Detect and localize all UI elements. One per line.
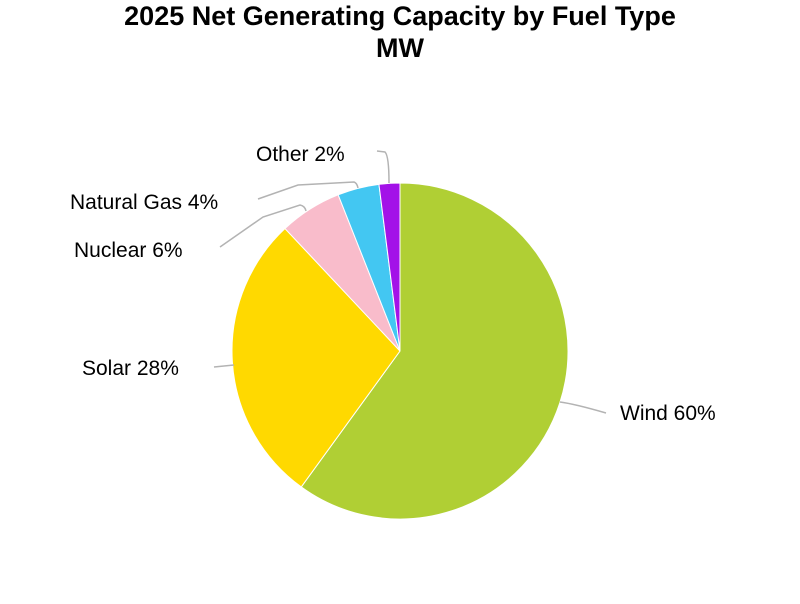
slice-label-other: Other 2% [256,143,345,166]
slice-label-nuclear: Nuclear 6% [74,239,183,262]
leader-line-natural-gas [257,181,359,200]
leader-line-solar [213,364,235,368]
slice-labels: Wind 60% Solar 28% Nuclear 6% Natural Gas 4… [70,143,716,425]
slice-label-natural-gas: Natural Gas 4% [70,191,218,214]
leader-lines [213,150,607,414]
pie-slice-wind [300,182,569,520]
pie-slice-solar [231,227,401,488]
leader-line-other [376,150,390,184]
chart-subtitle: MW [376,33,424,63]
pie-slices [231,182,569,520]
slice-label-solar: Solar 28% [82,357,179,380]
pie-slice-other [378,182,401,352]
leader-line-wind [559,401,607,414]
chart-title: 2025 Net Generating Capacity by Fuel Typ… [0,0,800,64]
chart-title-text: 2025 Net Generating Capacity by Fuel Typ… [124,1,676,31]
leader-line-nuclear [219,204,307,248]
slice-label-wind: Wind 60% [620,402,716,425]
